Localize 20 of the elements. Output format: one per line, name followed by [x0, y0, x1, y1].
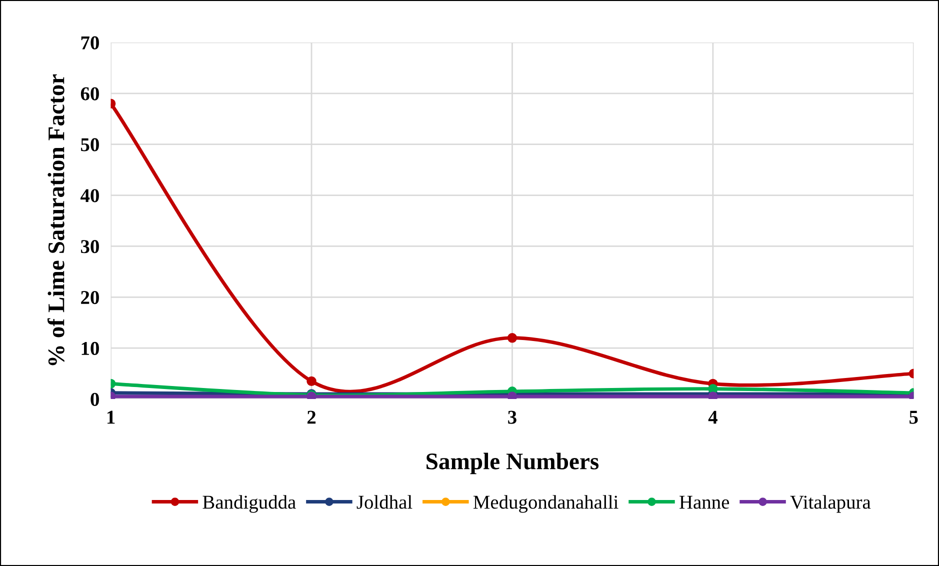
y-axis-title: % of Lime Saturation Factor [47, 74, 64, 366]
y-tick-label: 40 [80, 189, 99, 202]
legend-label: Bandigudda [202, 495, 296, 513]
x-tick-label: 5 [910, 410, 918, 424]
x-tick-label: 4 [708, 410, 718, 424]
x-tick-label: 1 [108, 410, 115, 424]
y-tick-label: 20 [81, 290, 99, 304]
legend-label: Medugondanahalli [473, 495, 618, 513]
y-tick-label: 50 [81, 138, 99, 152]
y-tick-label: 70 [81, 36, 99, 50]
y-tick-label: 0 [90, 392, 99, 406]
legend-label: Vitalapura [790, 495, 871, 513]
x-tick-label: 2 [307, 410, 316, 424]
x-tick-label: 3 [508, 410, 516, 424]
y-tick-label: 30 [80, 240, 99, 254]
legend-label: Hanne [680, 496, 730, 509]
legend-label: Joldhal [356, 495, 412, 509]
y-tick-label: 10 [82, 342, 99, 356]
y-tick-label: 60 [80, 87, 99, 100]
x-axis-title: Sample Numbers [426, 452, 599, 474]
